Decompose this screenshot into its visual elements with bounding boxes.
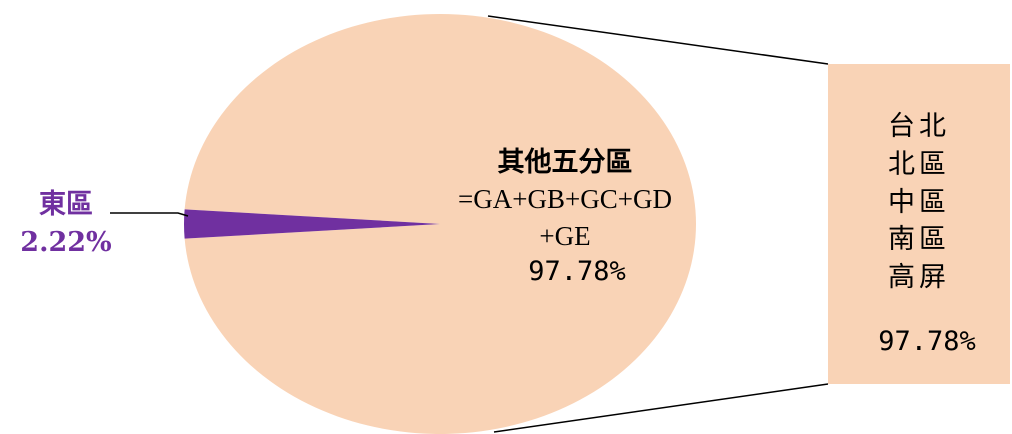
others-slice-name: 其他五分區 — [497, 147, 633, 178]
east-slice-name: 東區 — [39, 189, 93, 220]
others-slice-label: 其他五分區 =GA+GB+GC+GD +GE 97.78% — [420, 145, 710, 291]
breakdown-region-south: 南區 — [888, 224, 950, 256]
connector-line-top — [487, 15, 829, 65]
breakdown-box: 台北 北區 中區 南區 高屏 97.78% — [828, 64, 1010, 384]
pie-slice-others — [184, 13, 697, 434]
breakdown-region-central: 中區 — [888, 186, 950, 218]
others-slice-value: 97.78% — [528, 256, 626, 288]
others-slice-formula-line2: +GE — [539, 220, 591, 251]
breakdown-region-kaoping: 高屏 — [888, 262, 950, 294]
breakdown-region-list: 台北 北區 中區 南區 高屏 — [828, 108, 1010, 297]
connector-line-bottom — [493, 383, 829, 433]
breakdown-region-taipei: 台北 — [888, 111, 950, 142]
breakdown-region-north: 北區 — [888, 148, 950, 180]
pie-slice-east — [184, 209, 440, 239]
east-leader-line — [110, 212, 189, 217]
breakdown-value: 97.78% — [878, 326, 976, 357]
east-slice-value: 2.22% — [20, 227, 112, 259]
others-slice-formula-line1: =GA+GB+GC+GD — [458, 184, 672, 215]
east-slice-label: 東區 2.22% — [6, 186, 126, 263]
